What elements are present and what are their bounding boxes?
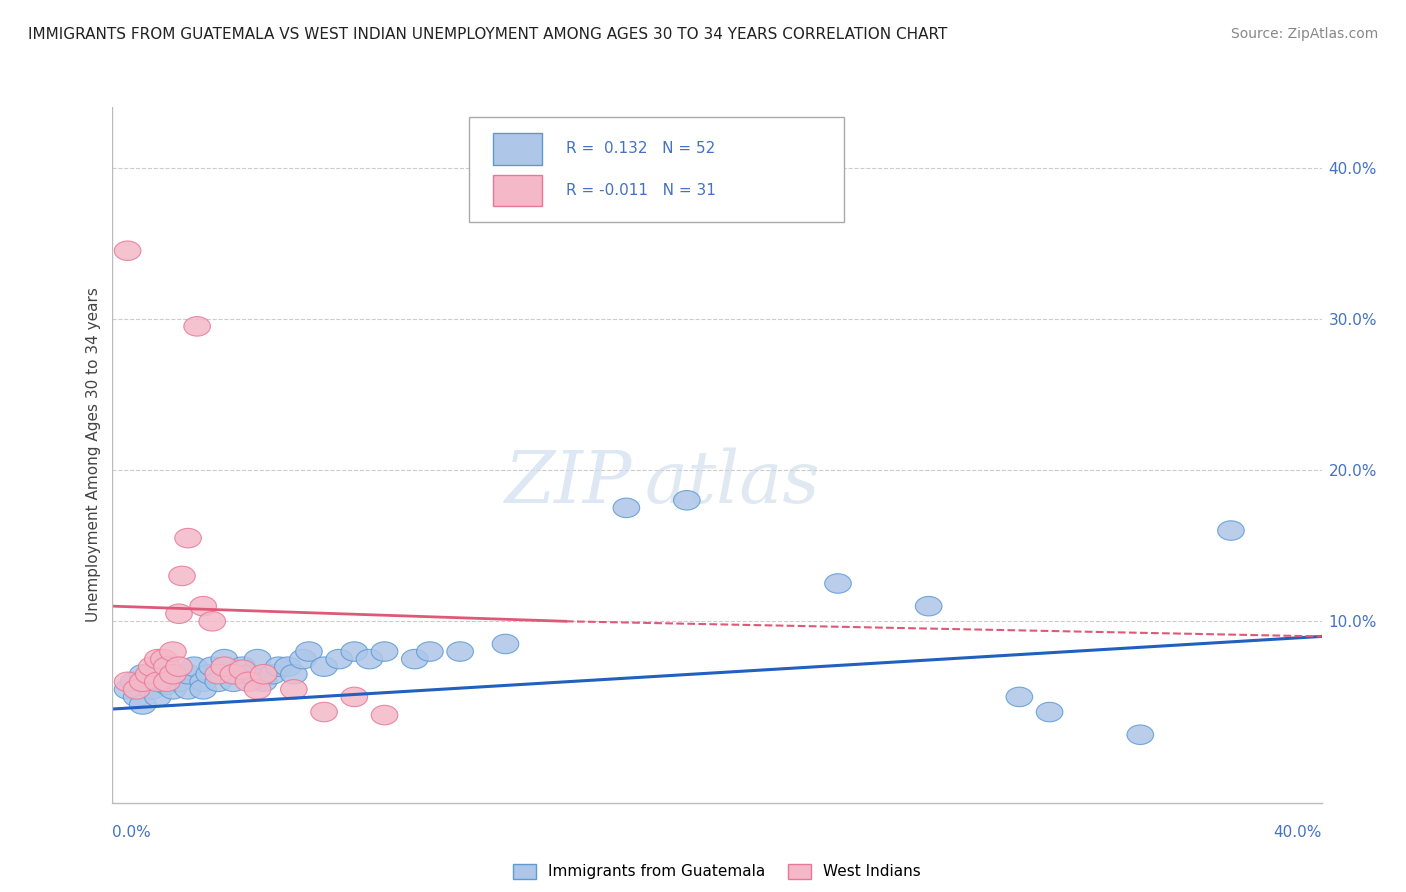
FancyBboxPatch shape (470, 118, 844, 222)
Ellipse shape (266, 657, 292, 676)
Ellipse shape (356, 649, 382, 669)
Ellipse shape (1218, 521, 1244, 541)
Ellipse shape (114, 680, 141, 699)
Ellipse shape (190, 597, 217, 615)
Ellipse shape (129, 672, 156, 691)
Ellipse shape (160, 665, 186, 684)
Ellipse shape (295, 642, 322, 661)
Ellipse shape (281, 680, 307, 699)
Ellipse shape (229, 660, 256, 680)
Ellipse shape (174, 665, 201, 684)
Ellipse shape (138, 680, 165, 699)
Ellipse shape (311, 657, 337, 676)
Ellipse shape (274, 657, 301, 676)
Ellipse shape (145, 649, 172, 669)
Text: R =  0.132   N = 52: R = 0.132 N = 52 (565, 141, 716, 156)
Ellipse shape (447, 642, 474, 661)
Ellipse shape (221, 672, 246, 691)
Ellipse shape (150, 672, 177, 691)
Ellipse shape (311, 702, 337, 722)
Text: 40.0%: 40.0% (1274, 825, 1322, 840)
Ellipse shape (915, 597, 942, 615)
Ellipse shape (229, 657, 256, 676)
Ellipse shape (145, 672, 172, 691)
Ellipse shape (135, 665, 162, 684)
FancyBboxPatch shape (494, 134, 541, 165)
Ellipse shape (613, 498, 640, 517)
Ellipse shape (290, 649, 316, 669)
Ellipse shape (250, 665, 277, 684)
Ellipse shape (221, 665, 246, 684)
Ellipse shape (174, 528, 201, 548)
Ellipse shape (221, 665, 246, 684)
Legend: Immigrants from Guatemala, West Indians: Immigrants from Guatemala, West Indians (506, 857, 928, 886)
Ellipse shape (153, 675, 180, 695)
Text: ZIP: ZIP (505, 448, 633, 518)
Ellipse shape (184, 317, 211, 336)
Ellipse shape (235, 665, 262, 684)
Ellipse shape (371, 642, 398, 661)
Ellipse shape (198, 612, 225, 631)
Ellipse shape (371, 706, 398, 725)
Ellipse shape (145, 657, 172, 676)
Ellipse shape (129, 695, 156, 714)
Ellipse shape (245, 649, 271, 669)
Ellipse shape (153, 672, 180, 691)
Ellipse shape (416, 642, 443, 661)
Y-axis label: Unemployment Among Ages 30 to 34 years: Unemployment Among Ages 30 to 34 years (86, 287, 101, 623)
Ellipse shape (198, 657, 225, 676)
Ellipse shape (160, 642, 186, 661)
Text: 0.0%: 0.0% (112, 825, 152, 840)
Ellipse shape (326, 649, 353, 669)
Ellipse shape (166, 604, 193, 624)
Ellipse shape (166, 657, 193, 676)
Ellipse shape (138, 657, 165, 676)
Ellipse shape (211, 657, 238, 676)
Ellipse shape (190, 680, 217, 699)
Ellipse shape (205, 672, 232, 691)
Ellipse shape (673, 491, 700, 510)
Text: atlas: atlas (644, 448, 820, 518)
Ellipse shape (166, 672, 193, 691)
Ellipse shape (492, 634, 519, 654)
Ellipse shape (135, 672, 162, 691)
Ellipse shape (825, 574, 851, 593)
Text: R = -0.011   N = 31: R = -0.011 N = 31 (565, 183, 716, 198)
Text: Source: ZipAtlas.com: Source: ZipAtlas.com (1230, 27, 1378, 41)
Ellipse shape (153, 657, 180, 676)
Ellipse shape (235, 672, 262, 691)
Ellipse shape (160, 665, 186, 684)
Ellipse shape (114, 241, 141, 260)
Ellipse shape (169, 566, 195, 586)
Ellipse shape (114, 672, 141, 691)
Ellipse shape (402, 649, 427, 669)
Ellipse shape (181, 657, 208, 676)
Ellipse shape (174, 680, 201, 699)
Ellipse shape (129, 665, 156, 684)
Ellipse shape (1128, 725, 1153, 745)
Ellipse shape (245, 680, 271, 699)
Ellipse shape (342, 642, 367, 661)
Text: IMMIGRANTS FROM GUATEMALA VS WEST INDIAN UNEMPLOYMENT AMONG AGES 30 TO 34 YEARS : IMMIGRANTS FROM GUATEMALA VS WEST INDIAN… (28, 27, 948, 42)
Ellipse shape (195, 665, 222, 684)
Ellipse shape (145, 687, 172, 706)
Ellipse shape (342, 687, 367, 706)
Ellipse shape (205, 665, 232, 684)
Ellipse shape (150, 649, 177, 669)
Ellipse shape (121, 672, 148, 691)
Ellipse shape (1036, 702, 1063, 722)
Ellipse shape (211, 649, 238, 669)
Ellipse shape (124, 687, 150, 706)
Ellipse shape (259, 665, 285, 684)
Ellipse shape (250, 672, 277, 691)
Ellipse shape (1007, 687, 1032, 706)
Ellipse shape (190, 672, 217, 691)
Ellipse shape (160, 680, 186, 699)
Ellipse shape (124, 680, 150, 699)
Ellipse shape (281, 665, 307, 684)
FancyBboxPatch shape (494, 175, 541, 206)
